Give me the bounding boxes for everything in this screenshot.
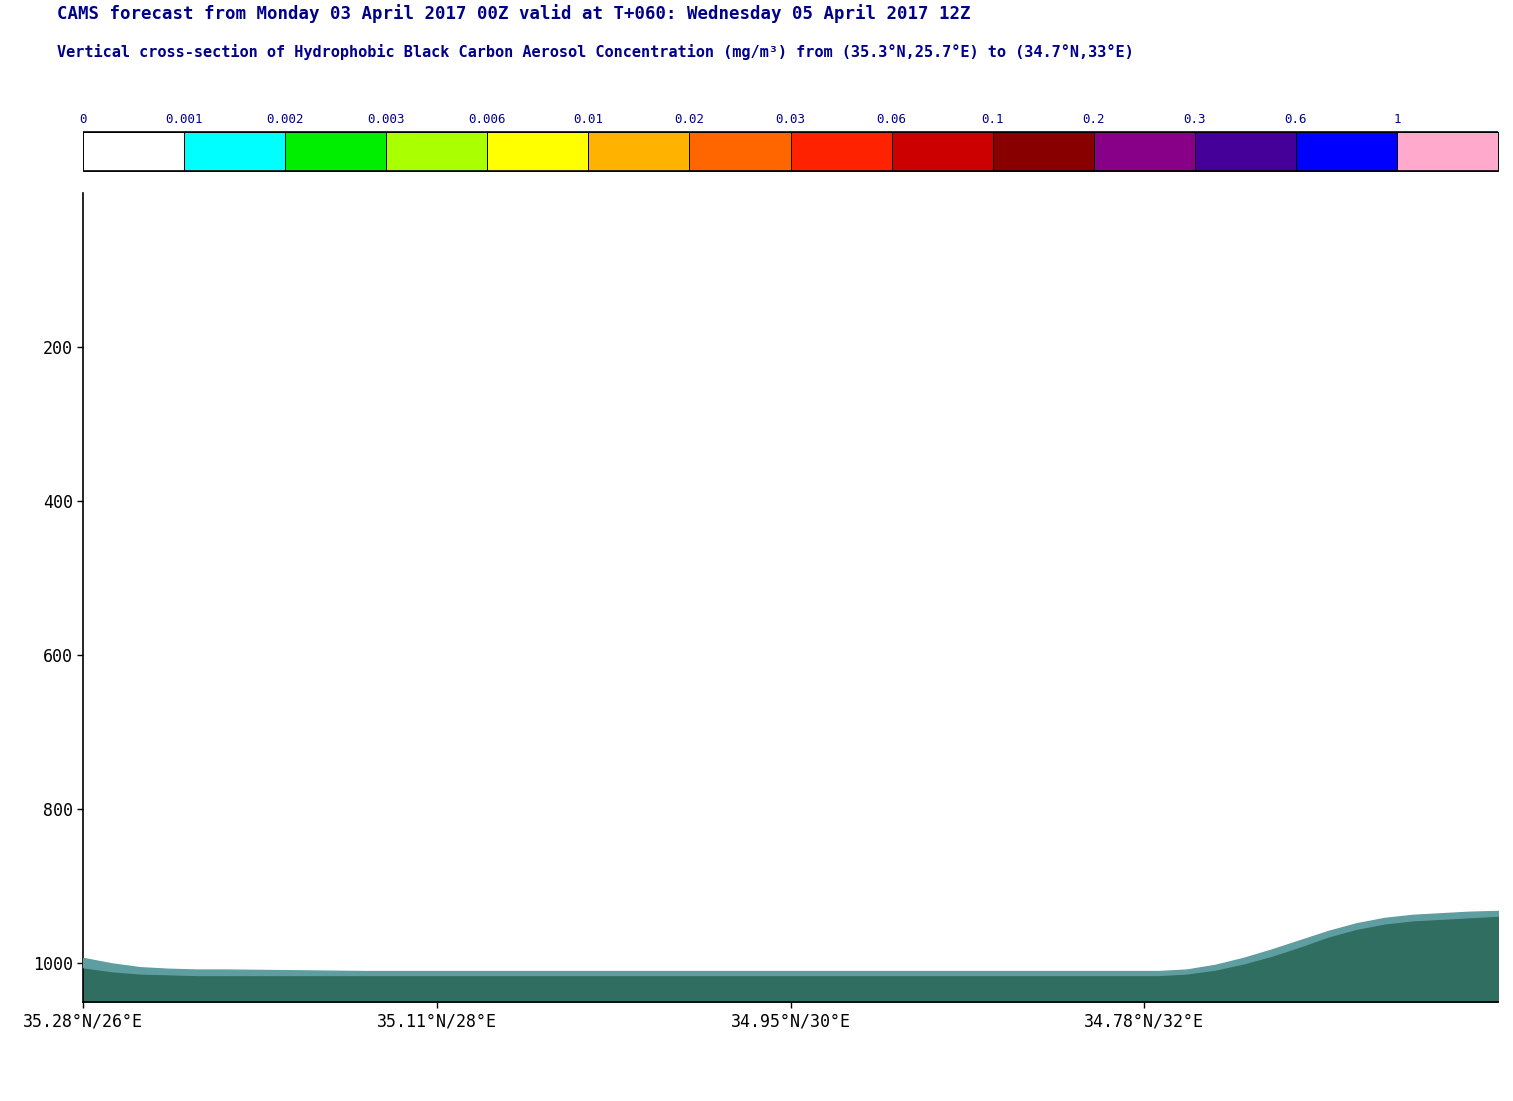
Polygon shape — [1295, 132, 1396, 171]
Text: 0.2: 0.2 — [1082, 112, 1104, 126]
Text: 0.003: 0.003 — [368, 112, 405, 126]
Text: 0.001: 0.001 — [165, 112, 203, 126]
Text: 0.006: 0.006 — [469, 112, 507, 126]
Polygon shape — [1396, 132, 1498, 171]
Text: 0.06: 0.06 — [876, 112, 906, 126]
Text: 0.03: 0.03 — [776, 112, 805, 126]
Polygon shape — [386, 132, 487, 171]
Polygon shape — [1195, 132, 1295, 171]
Text: CAMS forecast from Monday 03 April 2017 00Z valid at T+060: Wednesday 05 April 2: CAMS forecast from Monday 03 April 2017 … — [57, 3, 971, 22]
Text: 0.3: 0.3 — [1183, 112, 1206, 126]
Polygon shape — [589, 132, 690, 171]
Polygon shape — [791, 132, 891, 171]
Polygon shape — [487, 132, 589, 171]
Polygon shape — [185, 132, 286, 171]
Polygon shape — [891, 132, 993, 171]
Text: 0.1: 0.1 — [982, 112, 1005, 126]
Polygon shape — [993, 132, 1094, 171]
Text: Vertical cross-section of Hydrophobic Black Carbon Aerosol Concentration (mg/m³): Vertical cross-section of Hydrophobic Bl… — [57, 44, 1135, 61]
Polygon shape — [1094, 132, 1195, 171]
Polygon shape — [690, 132, 791, 171]
Polygon shape — [83, 132, 185, 171]
Text: 0.6: 0.6 — [1285, 112, 1307, 126]
Text: 0.01: 0.01 — [573, 112, 604, 126]
Text: 1: 1 — [1393, 112, 1401, 126]
Text: 0: 0 — [80, 112, 86, 126]
Polygon shape — [286, 132, 386, 171]
Text: 0.02: 0.02 — [675, 112, 705, 126]
Text: 0.002: 0.002 — [266, 112, 304, 126]
